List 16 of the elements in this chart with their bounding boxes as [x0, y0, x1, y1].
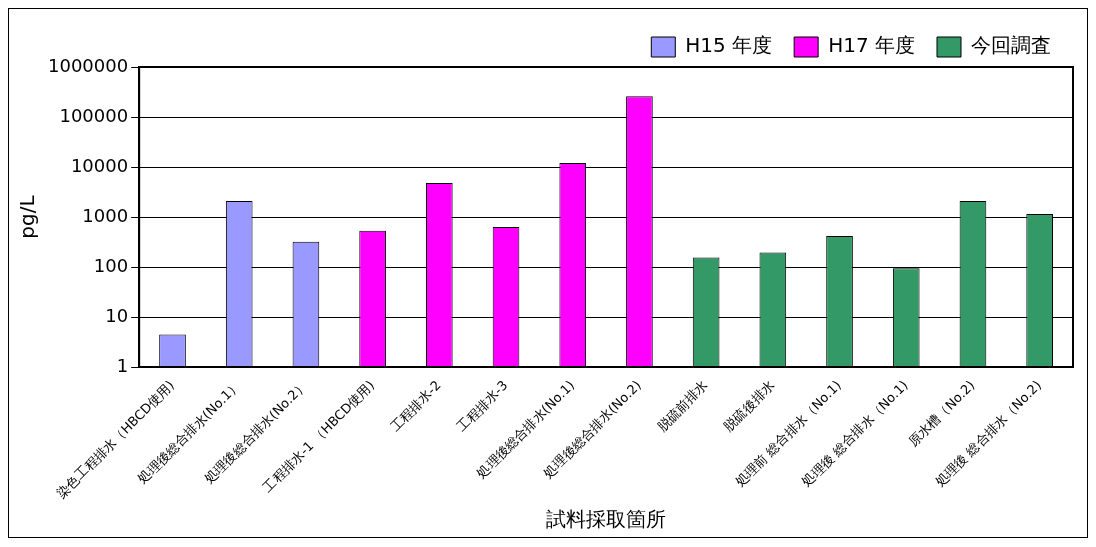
y-tick-label: 10 [105, 304, 129, 326]
x-tick-label: 工程排水-2 [387, 377, 444, 435]
y-tick-label: 100 [93, 254, 129, 276]
x-tick-label: 脱硫後排水 [720, 377, 778, 435]
legend-label: H17 年度 [828, 33, 916, 58]
x-tick-label: 脱硫前排水 [654, 377, 711, 435]
legend-label: H15 年度 [685, 33, 773, 58]
x-axis-title: 試料採取箇所 [546, 507, 667, 532]
y-tick-label: 1 [116, 354, 129, 376]
y-axis-title: pg/L [15, 194, 40, 239]
legend-label: 今回調査 [971, 33, 1051, 58]
y-tick-label: 10000 [70, 154, 129, 176]
y-tick-label: 1000 [82, 204, 129, 226]
y-tick-label: 100000 [59, 104, 129, 126]
x-tick-label: 工程排水-3 [453, 377, 511, 435]
y-tick-label: 1000000 [47, 54, 129, 76]
